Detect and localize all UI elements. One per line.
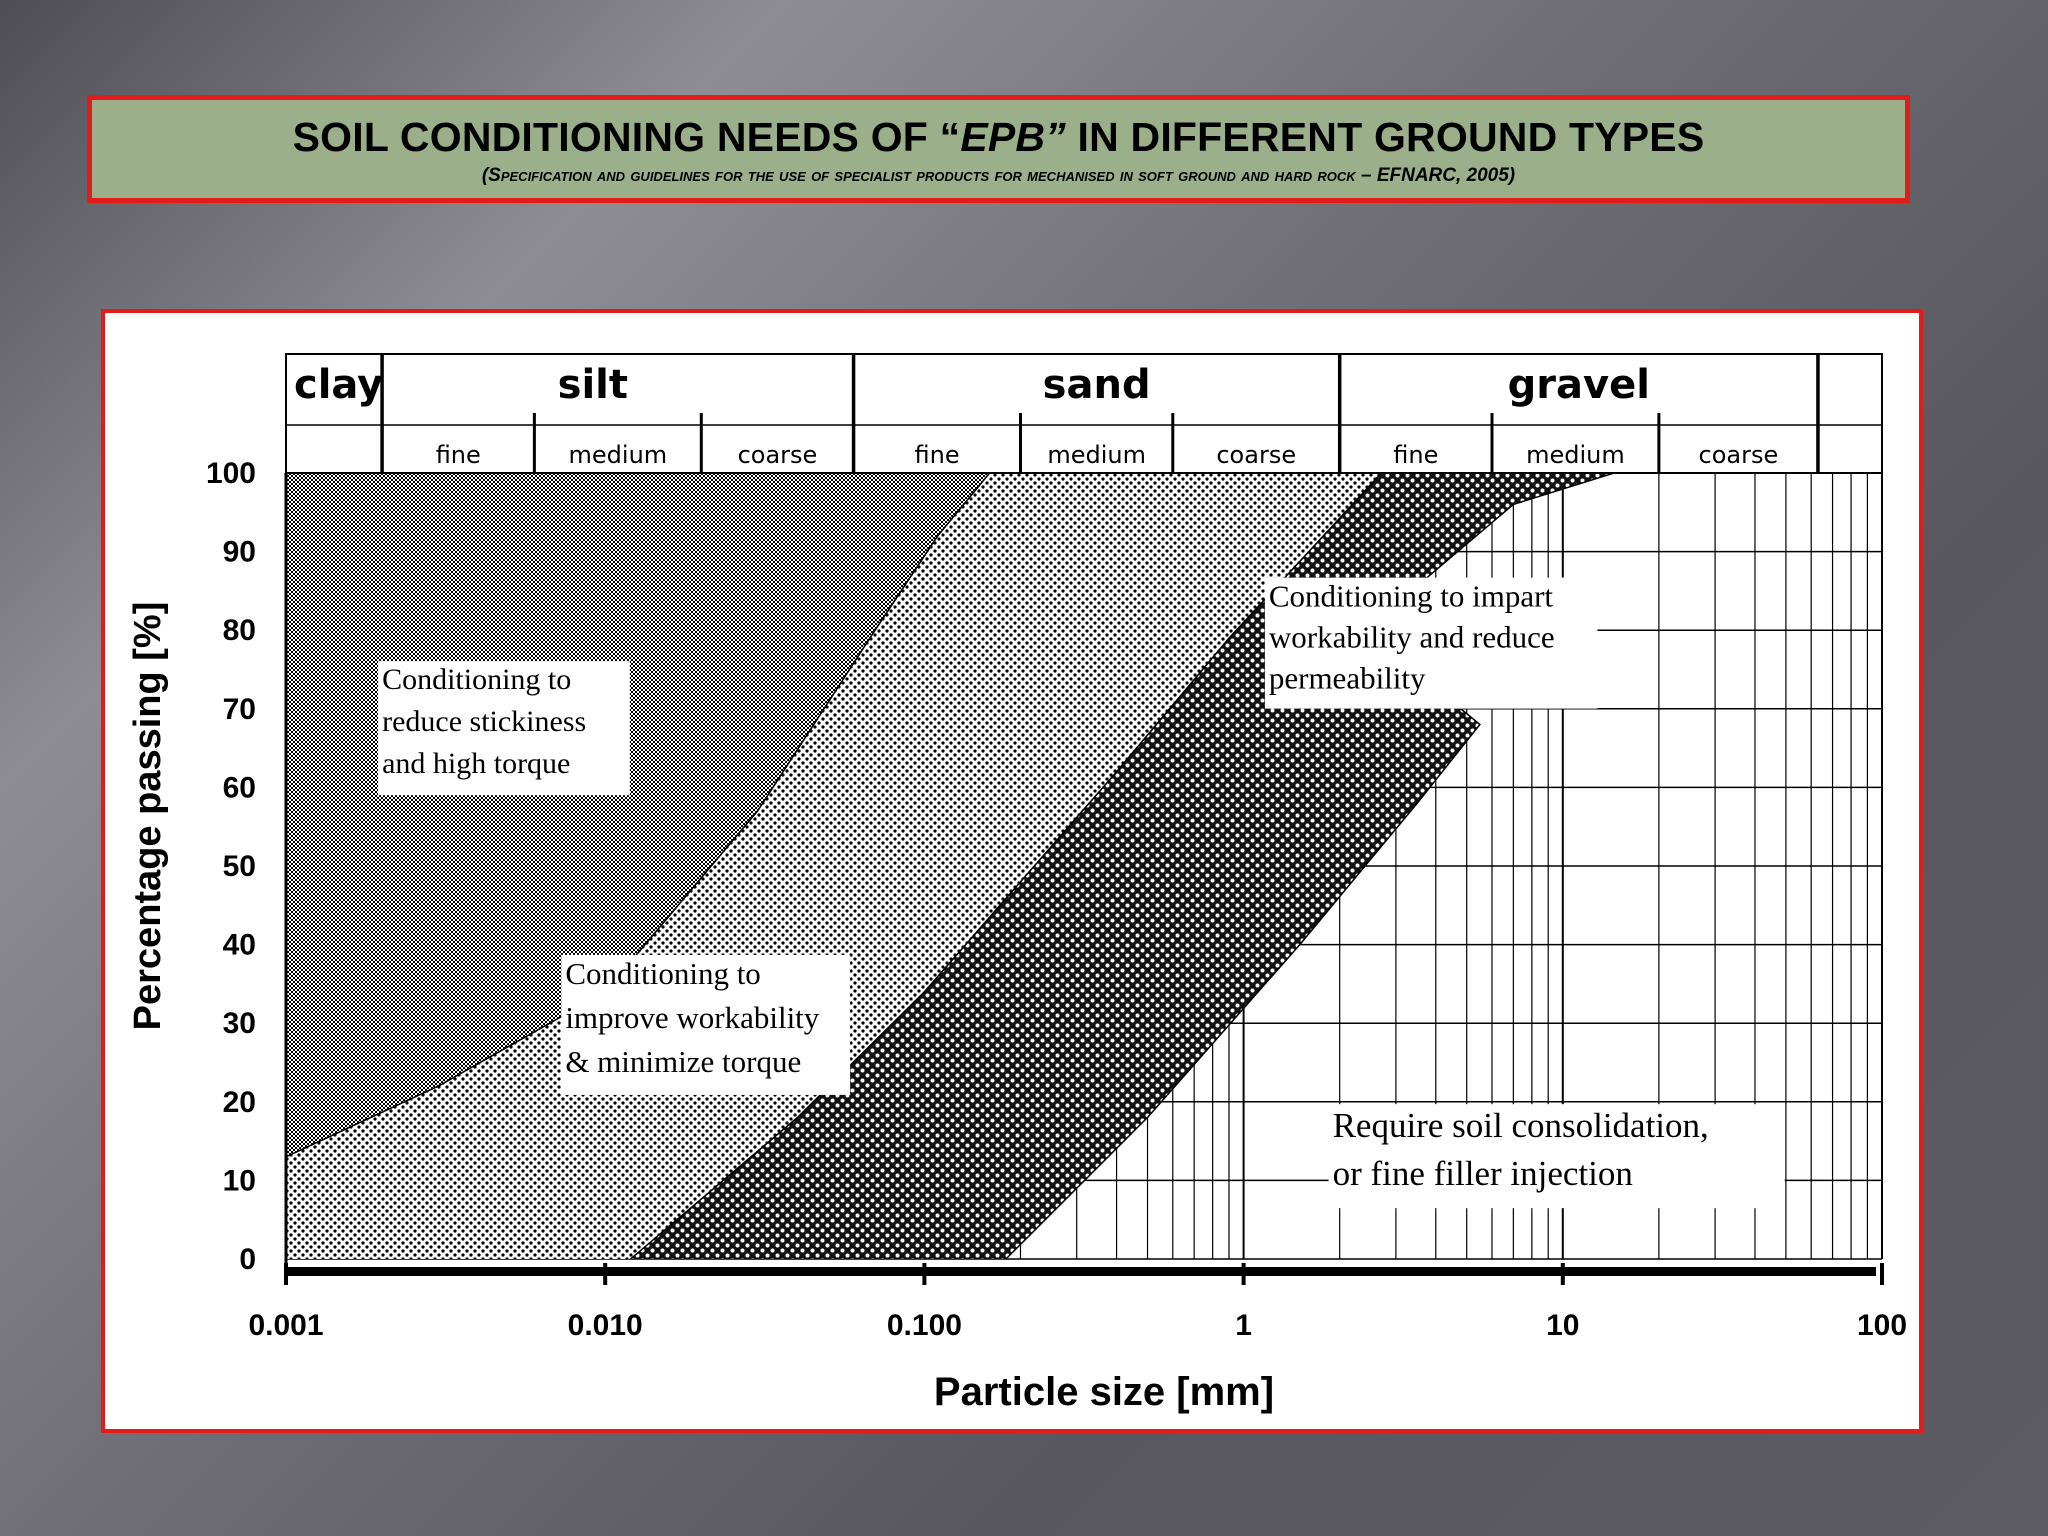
- zone-labels: Conditioning to reduce stickiness and high…: [378, 577, 1785, 1209]
- subclass-label-gravel-coarse: coarse: [1699, 441, 1779, 469]
- soil-class-header: clay silt fine medium coarse sand fine medium co…: [285, 353, 1883, 474]
- chart-frame: clay silt fine medium coarse sand fine medium co…: [101, 309, 1923, 1433]
- class-label-clay: clay: [294, 362, 383, 408]
- subclass-label-silt-medium: medium: [569, 441, 668, 469]
- zone-label-line: Require soil consolidation,: [1333, 1106, 1709, 1145]
- zone-label-line: or fine filler injection: [1333, 1154, 1633, 1193]
- subclass-label-sand-coarse: coarse: [1216, 441, 1296, 469]
- class-label-gravel: gravel: [1508, 362, 1650, 408]
- page-subtitle: (Specification and guidelines for the us…: [481, 165, 1516, 186]
- zone-label-bg: [561, 954, 851, 1095]
- x-tick-label: 0.010: [568, 1309, 643, 1342]
- y-axis-title: Percentage passing [%]: [127, 602, 169, 1031]
- zone-label-line: Conditioning to impart: [1269, 579, 1554, 614]
- y-tick-label: 0: [239, 1243, 256, 1276]
- title-post: IN DIFFERENT GROUND TYPES: [1065, 114, 1705, 160]
- x-tick-label: 0.001: [248, 1309, 323, 1342]
- subclass-label-silt-fine: fine: [436, 441, 481, 469]
- zone-label-line: Conditioning to: [382, 663, 571, 696]
- zone-label-line: Conditioning to: [565, 956, 761, 991]
- y-tick-label: 30: [223, 1007, 256, 1040]
- y-tick-label: 10: [223, 1164, 256, 1197]
- zone-label-line: reduce stickiness: [382, 705, 586, 738]
- title-epb: EPB”: [960, 114, 1066, 160]
- grading-chart: clay silt fine medium coarse sand fine medium co…: [127, 353, 1907, 1414]
- x-tick-label: 10: [1546, 1309, 1579, 1342]
- subclass-label-sand-fine: fine: [914, 441, 959, 469]
- title-banner: SOIL CONDITIONING NEEDS OF “EPB” IN DIFF…: [87, 95, 1910, 203]
- zone-label-line: workability and reduce: [1269, 620, 1555, 655]
- zone-label-line: improve workability: [565, 1000, 819, 1035]
- page-title: SOIL CONDITIONING NEEDS OF “EPB” IN DIFF…: [92, 114, 1905, 161]
- x-axis-bar: [286, 1267, 1876, 1276]
- y-tick-label: 90: [223, 536, 256, 569]
- zone-label-bg: [1264, 577, 1598, 709]
- y-tick-label: 50: [223, 850, 256, 883]
- x-tick-label: 0.100: [887, 1309, 962, 1342]
- y-tick-label: 20: [223, 1086, 256, 1119]
- zone-label-line: and high torque: [382, 747, 570, 780]
- zone-label-line: permeability: [1269, 661, 1426, 696]
- zone-label-bg: [378, 661, 630, 796]
- x-tick-label: 100: [1857, 1309, 1907, 1342]
- x-tick-label: 1: [1235, 1309, 1252, 1342]
- y-tick-label: 100: [206, 457, 256, 490]
- subclass-label-silt-coarse: coarse: [738, 441, 818, 469]
- y-tick-label: 60: [223, 771, 256, 804]
- class-label-silt: silt: [558, 362, 628, 408]
- subclass-label-sand-medium: medium: [1047, 441, 1146, 469]
- class-label-sand: sand: [1043, 362, 1151, 408]
- y-tick-label: 40: [223, 929, 256, 962]
- zone-label-line: & minimize torque: [565, 1044, 801, 1079]
- axes: 0.001 0.010 0.100 1 10 100 0 10 20 30 40 50 60 70 80 90…: [127, 457, 1907, 1414]
- title-pre: SOIL CONDITIONING NEEDS OF “: [292, 114, 961, 160]
- y-tick-label: 80: [223, 614, 256, 647]
- y-tick-label: 70: [223, 693, 256, 726]
- zone-checker-fill: [286, 473, 991, 1158]
- subclass-label-gravel-fine: fine: [1393, 441, 1438, 469]
- zone-label-bg: [1328, 1104, 1785, 1209]
- class-header-box: [285, 353, 1883, 474]
- subclass-label-gravel-medium: medium: [1526, 441, 1625, 469]
- x-axis-title: Particle size [mm]: [934, 1370, 1274, 1414]
